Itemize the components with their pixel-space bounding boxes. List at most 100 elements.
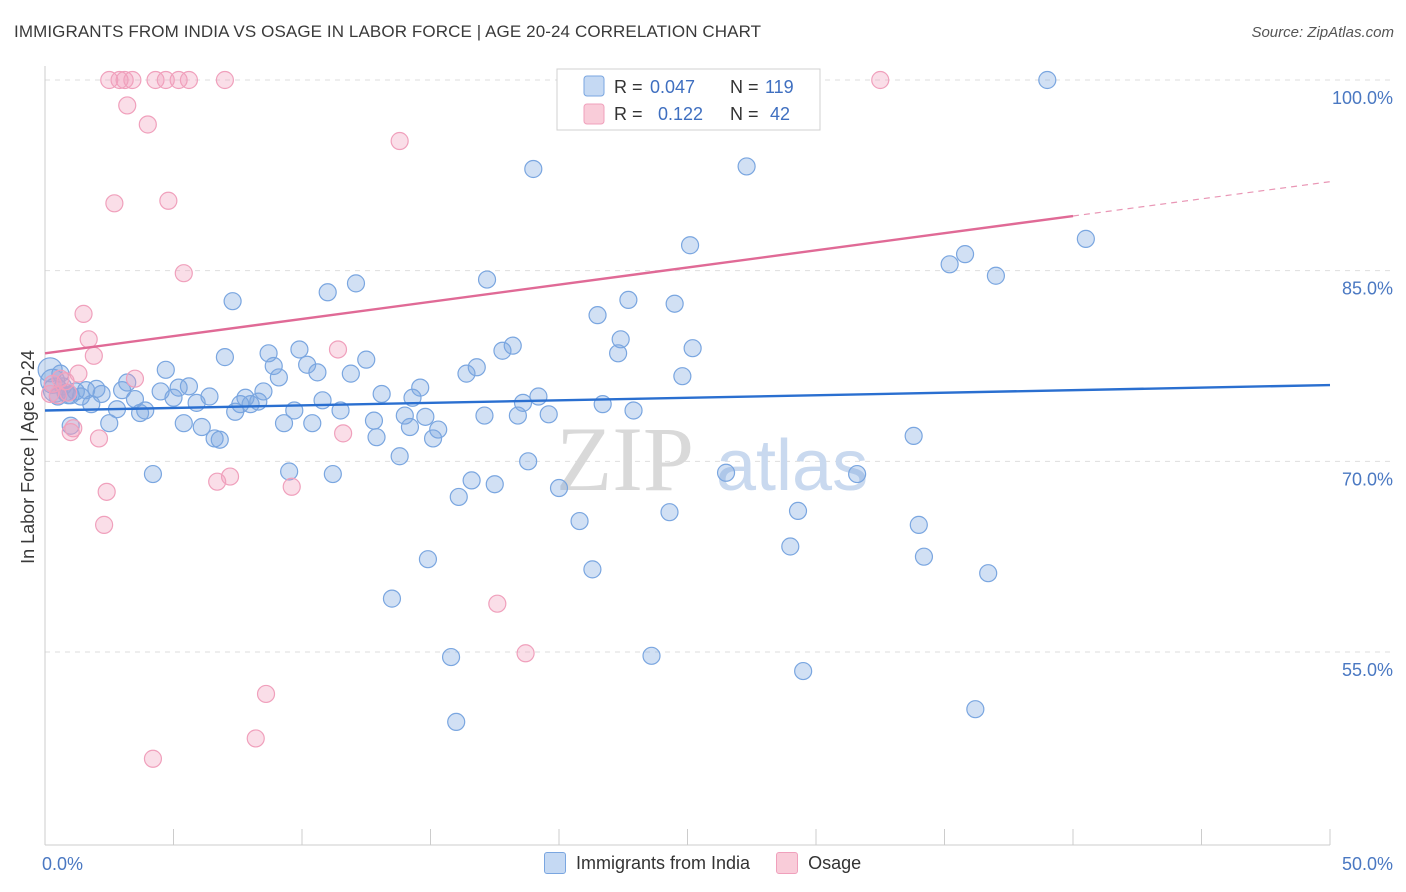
legend-swatch-osage-bottom [776,852,799,874]
india-point [215,348,234,367]
india-point [264,356,283,376]
india-point [318,283,337,302]
india-point [364,411,384,430]
india-point [683,339,702,358]
india-point [549,478,569,498]
india-point [966,700,985,719]
osage-point [115,70,134,90]
osage-point [215,70,234,90]
x-tick-label-0: 0.0% [42,854,83,874]
osage-point [516,644,535,663]
india-point [61,386,80,405]
india-point [303,414,322,433]
india-point [308,363,327,382]
osage-point [146,70,165,90]
india-point [588,306,607,325]
india-point [1038,70,1057,90]
osage-point [179,70,199,90]
india-point [441,647,461,667]
watermark: ZIP atlas [556,408,868,510]
india-point [665,294,684,313]
india-point [382,589,402,608]
india-point [660,503,679,522]
legend-item-osage: Osage [776,852,861,874]
osage-point [125,369,145,388]
watermark-atlas: atlas [716,426,868,506]
grid [45,79,1392,653]
osage-trend-extension [1072,181,1331,217]
india-point [781,537,800,556]
y-axis-label: In Labor Force | Age 20-24 [18,350,38,564]
india-point [423,429,443,448]
osage-point [69,364,88,383]
india-point [583,560,602,579]
india-point [449,487,468,507]
x-tick-label-1: 50.0% [1342,854,1393,874]
legend-item-india: Immigrants from India [544,852,750,874]
india-point [416,407,435,426]
osage-point [84,346,103,365]
india-point [61,416,80,435]
legend-swatch-osage [583,103,605,125]
india-point [372,384,391,404]
watermark-zip: ZIP [556,408,694,510]
india-point [1076,229,1095,248]
india-point [457,364,476,383]
india-point [909,515,928,534]
osage-point [110,70,129,90]
india-point [979,564,998,583]
india-point [331,401,350,420]
india-point [254,382,273,401]
legend-n-label-india: N = [730,77,759,97]
india-point [642,646,661,665]
india-point [493,341,512,360]
y-tick-label-0: 55.0% [1342,660,1393,680]
osage-point [169,70,188,90]
osage-point [79,330,98,349]
osage-point [159,191,178,210]
india-point [524,159,543,179]
osage-point [123,70,142,90]
india-point [716,463,736,482]
india-point [87,379,106,398]
legend-swatch-india-bottom [544,852,566,874]
india-point [788,501,808,521]
india-point [519,452,538,471]
india-point [624,401,643,420]
osage-point [174,264,193,283]
legend-r-label-osage: R = [614,104,643,124]
legend-swatch-india [583,75,605,97]
india-point [210,430,229,449]
osage-point [282,477,301,496]
india-point [411,378,430,397]
india-point [737,157,756,176]
india-point [200,387,219,406]
osage-point [97,482,116,501]
legend-n-label-osage: N = [730,104,759,124]
india-point [269,368,288,387]
india-point [357,350,376,369]
osage-point [51,369,70,388]
legend-n-value-india: 119 [765,77,794,97]
osage-point [390,131,409,151]
india-point [904,426,923,446]
india-point [346,274,366,293]
india-point [570,511,589,531]
india-point [955,245,975,264]
india-point [367,428,386,447]
india-point [164,388,183,407]
legend-r-value-india: 0.047 [650,77,695,97]
tick-labels: 55.0% 70.0% 85.0% 100.0% 0.0% 50.0% [42,88,1393,874]
india-point [513,393,533,412]
india-point [298,355,317,374]
india-point [848,464,867,484]
legend-r-label-india: R = [614,77,643,97]
osage-point [74,304,93,323]
osage-point [220,467,240,486]
india-trend-line [44,383,1331,412]
india-point [92,384,111,404]
india-point [794,661,813,681]
india-point [395,406,414,425]
india-point [136,401,155,420]
